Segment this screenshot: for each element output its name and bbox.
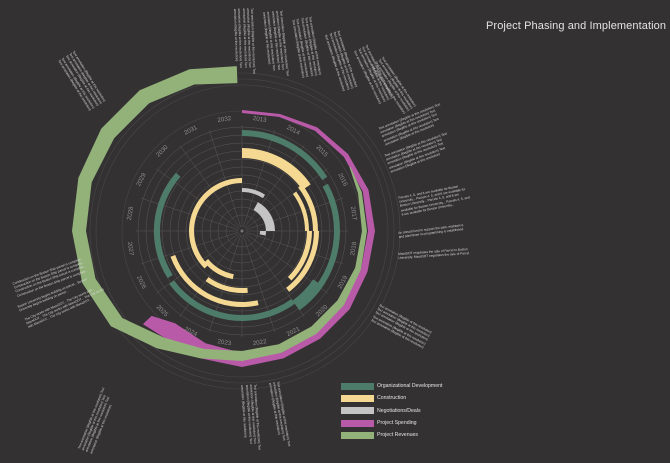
construction-arc [286, 231, 319, 292]
legend-swatch [341, 394, 374, 402]
guide-ring [95, 84, 389, 378]
legend-item-project-revenues: Project Revenues [341, 429, 442, 441]
year-label: 2023 [217, 338, 232, 347]
grid-spoke [245, 168, 328, 229]
year-label: 2026 [135, 275, 148, 291]
legend-label: Project Spending [377, 420, 417, 427]
year-label: 2025 [155, 304, 170, 319]
year-label: 2030 [155, 143, 170, 158]
chart-title: Project Phasing and Implementation [486, 20, 667, 32]
legend-item-organizational-development: Organizational Development [341, 380, 442, 392]
legend-item-project-spending: Project Spending [341, 417, 442, 429]
grid-spoke [242, 130, 275, 228]
grid-spoke [179, 145, 240, 228]
year-label: 2014 [286, 124, 302, 137]
legend-label: Construction [377, 395, 407, 402]
phase-arcs [154, 130, 340, 321]
construction-arc [292, 191, 309, 231]
annotation-text: Text annotation (illegible at this resol… [233, 8, 257, 75]
year-label: 2015 [314, 144, 329, 159]
year-label: 2018 [349, 241, 358, 256]
construction-arc [242, 148, 311, 190]
negotiations-deals-arc [242, 188, 266, 199]
organizational-development-arc [154, 172, 181, 279]
grid-spoke [244, 145, 305, 228]
spending-revenue-bands [72, 66, 375, 367]
construction-arc [205, 277, 248, 293]
legend-label: Project Revenues [377, 432, 418, 439]
legend-item-construction: Construction [341, 392, 442, 404]
year-label: 2013 [252, 115, 267, 124]
grid-spoke [245, 231, 343, 264]
negotiations-deals-arc [253, 202, 275, 231]
construction-arc [204, 259, 234, 280]
legend-item-negotiations-deals: Negotiations/Deals [341, 405, 442, 417]
construction-arc [287, 231, 312, 281]
year-label: 2016 [336, 172, 349, 188]
organizational-development-arc [304, 183, 340, 303]
grid-spoke [141, 198, 239, 231]
year-label: 2027 [126, 241, 135, 256]
organizational-development-arc [242, 130, 328, 181]
organizational-development-arc [169, 280, 295, 321]
legend-label: Organizational Development [377, 383, 443, 390]
year-label: 2017 [349, 206, 358, 221]
grid-spoke [156, 168, 239, 229]
negotiations-deals-arc [259, 231, 266, 236]
legend-swatch [341, 419, 374, 427]
grid-spoke [209, 130, 242, 228]
legend: Organizational Development Construction … [341, 380, 442, 441]
construction-arc [170, 255, 259, 307]
construction-arc [298, 184, 318, 231]
legend-swatch [341, 407, 374, 415]
construction-arc [189, 178, 242, 269]
year-label: 2032 [217, 115, 232, 124]
grid-spoke [245, 198, 343, 231]
legend-swatch [341, 382, 374, 390]
organizational-development-arc [292, 279, 324, 311]
year-label: 2029 [135, 172, 148, 188]
grid-spoke [141, 231, 239, 264]
legend-swatch [341, 431, 374, 439]
guide-ring [89, 78, 395, 384]
year-label: 2031 [183, 124, 199, 137]
center-dot [240, 229, 244, 233]
year-label: 2022 [252, 338, 267, 347]
year-label: 2028 [126, 205, 135, 220]
project-spending-band [142, 110, 375, 367]
legend-label: Negotiations/Deals [377, 407, 421, 414]
